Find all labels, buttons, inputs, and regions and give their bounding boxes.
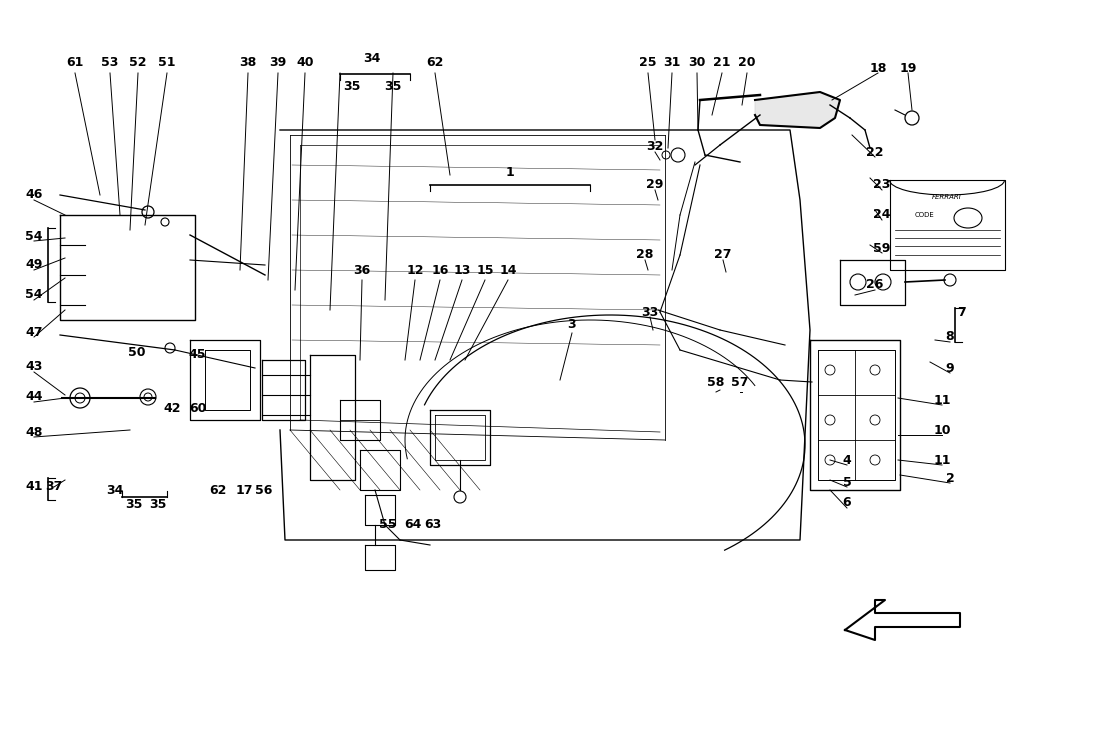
Text: 62: 62	[209, 483, 227, 497]
Text: FERRARI: FERRARI	[932, 194, 961, 200]
Text: 58: 58	[707, 375, 725, 389]
Text: 63: 63	[425, 518, 441, 530]
Text: 30: 30	[689, 55, 706, 69]
Text: 61: 61	[66, 55, 84, 69]
Text: 34: 34	[107, 483, 123, 497]
Text: 2: 2	[946, 471, 955, 484]
Text: 60: 60	[189, 401, 207, 415]
Text: 18: 18	[869, 61, 887, 75]
Text: 1: 1	[506, 166, 515, 178]
Text: 4: 4	[843, 454, 851, 466]
Text: 12: 12	[406, 263, 424, 277]
Text: 57: 57	[732, 375, 749, 389]
Text: 33: 33	[641, 306, 659, 319]
Text: 28: 28	[636, 248, 653, 262]
Text: 25: 25	[639, 55, 657, 69]
Text: 11: 11	[933, 393, 950, 407]
Text: 64: 64	[405, 518, 421, 530]
Text: 59: 59	[873, 242, 891, 254]
Text: 47: 47	[25, 325, 43, 339]
Text: 41: 41	[25, 480, 43, 494]
Text: 53: 53	[101, 55, 119, 69]
Text: 36: 36	[353, 263, 371, 277]
Text: 48: 48	[25, 425, 43, 439]
Text: 40: 40	[296, 55, 314, 69]
Text: 46: 46	[25, 189, 43, 201]
Text: 35: 35	[384, 80, 402, 93]
Text: 54: 54	[25, 289, 43, 301]
Text: 38: 38	[240, 55, 256, 69]
Text: 62: 62	[427, 55, 443, 69]
Text: 17: 17	[235, 483, 253, 497]
Text: 45: 45	[188, 348, 206, 362]
Text: 24: 24	[873, 208, 891, 222]
Text: 5: 5	[843, 475, 851, 489]
Text: 8: 8	[946, 330, 955, 343]
Text: 55: 55	[379, 518, 397, 530]
Text: 23: 23	[873, 178, 891, 192]
Text: 14: 14	[499, 263, 517, 277]
Text: 34: 34	[363, 51, 381, 64]
Text: 3: 3	[568, 319, 576, 331]
Text: 26: 26	[867, 278, 883, 292]
Text: 16: 16	[431, 263, 449, 277]
Text: 52: 52	[130, 55, 146, 69]
Text: 21: 21	[713, 55, 730, 69]
Text: 35: 35	[125, 498, 143, 512]
Text: 20: 20	[738, 55, 756, 69]
Text: 35: 35	[150, 498, 167, 512]
Text: 37: 37	[45, 480, 63, 494]
Text: 31: 31	[663, 55, 681, 69]
Text: 19: 19	[900, 61, 916, 75]
Text: 54: 54	[25, 230, 43, 242]
Text: 9: 9	[946, 362, 955, 374]
Text: 6: 6	[843, 497, 851, 510]
Text: 43: 43	[25, 360, 43, 374]
Text: 22: 22	[867, 145, 883, 158]
Text: 15: 15	[476, 263, 494, 277]
Polygon shape	[755, 92, 840, 128]
Text: 35: 35	[343, 80, 361, 93]
Text: 32: 32	[647, 140, 663, 154]
Text: 29: 29	[647, 178, 663, 192]
Text: 7: 7	[958, 306, 967, 319]
Text: 49: 49	[25, 259, 43, 272]
Text: CODE: CODE	[915, 212, 935, 218]
Text: 51: 51	[158, 55, 176, 69]
Text: 56: 56	[255, 483, 273, 497]
Text: 11: 11	[933, 454, 950, 466]
Text: 50: 50	[129, 345, 145, 359]
Text: 10: 10	[933, 424, 950, 436]
Text: 13: 13	[453, 263, 471, 277]
Text: 44: 44	[25, 390, 43, 404]
Polygon shape	[845, 600, 960, 640]
Text: 42: 42	[163, 401, 180, 415]
Text: 39: 39	[270, 55, 287, 69]
Text: 27: 27	[714, 248, 732, 262]
